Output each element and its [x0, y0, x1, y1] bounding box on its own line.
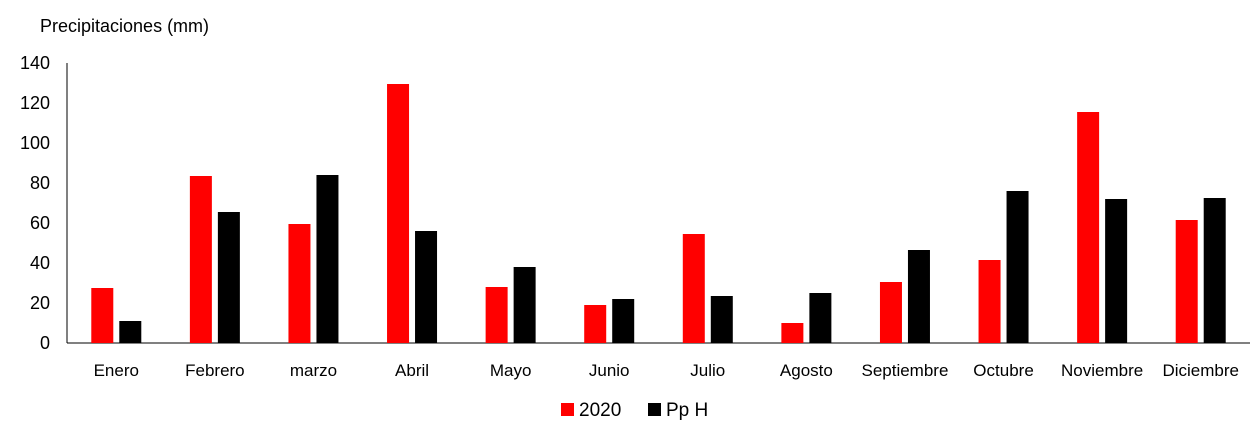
bar-series-pph [415, 231, 438, 343]
bar-series-pph [907, 250, 930, 343]
bar-series-pph [316, 175, 339, 343]
y-tick-label: 20 [30, 293, 50, 313]
bar-series-2020 [91, 288, 114, 343]
y-axis-ticks: 0 20 40 60 80 100 120 140 [20, 53, 50, 353]
legend-swatch [648, 403, 661, 416]
y-tick-label: 0 [40, 333, 50, 353]
bar-series-2020 [978, 260, 1001, 343]
bar-series-2020 [781, 323, 804, 343]
bar-series-2020 [584, 305, 607, 343]
x-tick-label: Agosto [780, 361, 833, 380]
bar-series-2020 [879, 282, 902, 343]
y-tick-label: 100 [20, 133, 50, 153]
bar-series-2020 [387, 84, 410, 343]
bars-group [91, 84, 1226, 343]
x-axis-ticks: Enero Febrero marzo Abril Mayo Junio Julio Agos… [94, 361, 1239, 380]
bar-series-pph [513, 267, 536, 343]
bar-series-pph [1006, 191, 1029, 343]
bar-series-pph [612, 299, 635, 343]
legend-label: 2020 [579, 400, 621, 421]
y-tick-label: 120 [20, 93, 50, 113]
bar-series-pph [710, 296, 733, 343]
x-tick-label: Abril [395, 361, 429, 380]
x-tick-label: Enero [94, 361, 139, 380]
x-tick-label: marzo [290, 361, 337, 380]
x-tick-label: Mayo [490, 361, 532, 380]
y-tick-label: 140 [20, 53, 50, 73]
x-tick-label: Noviembre [1061, 361, 1143, 380]
bar-series-pph [217, 212, 240, 343]
bar-series-2020 [1077, 112, 1100, 343]
bar-series-2020 [1175, 220, 1198, 343]
legend: 2020 Pp H [561, 400, 708, 421]
x-tick-label: Septiembre [861, 361, 948, 380]
bar-series-2020 [485, 287, 508, 343]
y-tick-label: 60 [30, 213, 50, 233]
bar-series-2020 [682, 234, 705, 343]
y-axis-label: Precipitaciones (mm) [40, 16, 209, 36]
bar-series-pph [1105, 199, 1128, 343]
bar-series-pph [1203, 198, 1226, 343]
x-tick-label: Diciembre [1162, 361, 1239, 380]
x-tick-label: Junio [589, 361, 630, 380]
bar-series-2020 [288, 224, 311, 343]
y-tick-label: 80 [30, 173, 50, 193]
bar-series-pph [809, 293, 832, 343]
y-tick-label: 40 [30, 253, 50, 273]
bar-series-pph [119, 321, 142, 343]
x-tick-label: Julio [690, 361, 725, 380]
bar-series-2020 [189, 176, 212, 343]
legend-label: Pp H [666, 400, 708, 421]
x-tick-label: Febrero [185, 361, 245, 380]
legend-swatch [561, 403, 574, 416]
x-tick-label: Octubre [973, 361, 1033, 380]
